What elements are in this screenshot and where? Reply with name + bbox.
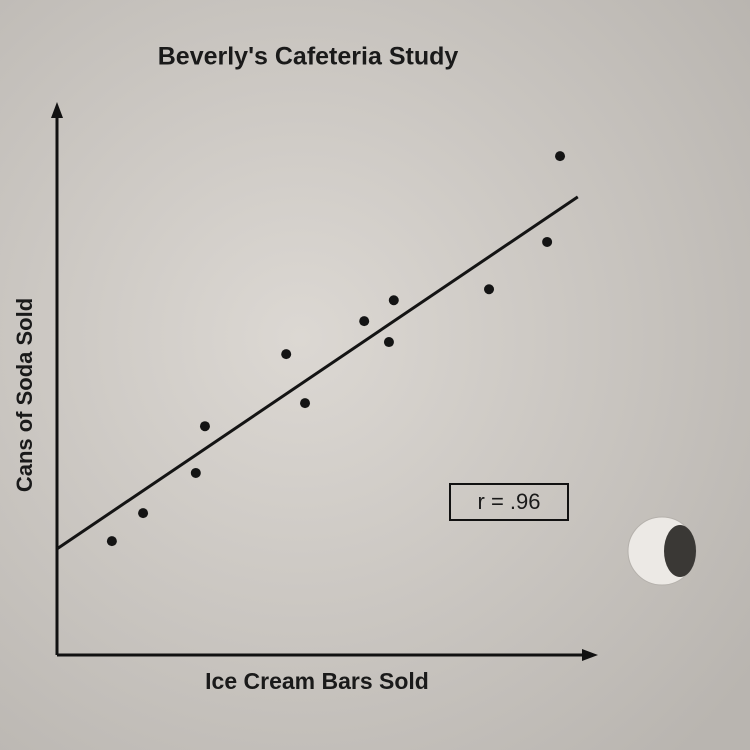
annotation: r = .96 [478,489,541,514]
data-point [106,536,117,547]
data-point [555,151,566,162]
data-point [281,349,292,360]
punch-hole-shadow [664,525,696,577]
data-point [484,284,495,295]
chart-title: Beverly's Cafeteria Study [158,43,459,71]
data-point [190,467,201,478]
data-point [199,421,210,432]
y-axis-label: Cans of Soda Sold [12,298,37,492]
x-axis-label: Ice Cream Bars Sold [205,668,429,694]
data-point [388,295,399,306]
data-point [300,398,311,409]
annotation-box [449,483,569,521]
y-axis-arrow [51,102,63,118]
trend-line [56,195,579,551]
data-point [383,337,394,348]
x-axis-arrow [582,649,598,661]
data-point [359,316,370,327]
data-point [542,236,553,247]
data-point [138,508,149,519]
